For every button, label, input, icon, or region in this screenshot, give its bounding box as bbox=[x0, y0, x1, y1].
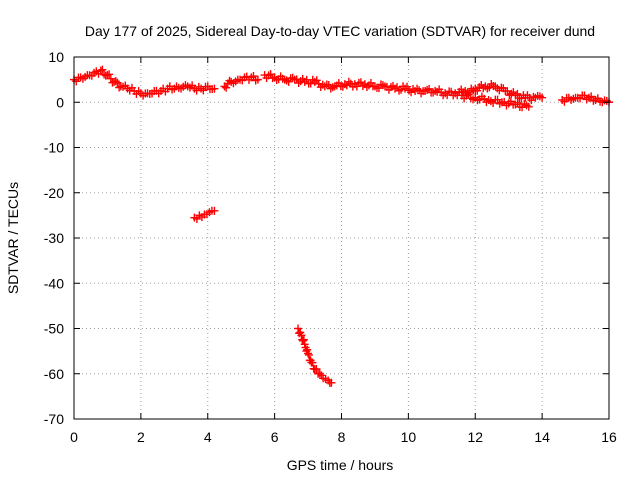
data-point-marker bbox=[312, 364, 321, 373]
series-segment bbox=[471, 80, 547, 105]
y-tick-label: -50 bbox=[44, 321, 64, 337]
series-segment bbox=[558, 91, 613, 107]
x-tick-label: 8 bbox=[338, 429, 346, 445]
data-point-marker bbox=[513, 89, 522, 98]
data-point-marker bbox=[115, 83, 124, 92]
x-tick-label: 0 bbox=[70, 429, 78, 445]
axis-ticks: 0 2 4 6 8 10 12 14 16 10 0 -10 -20 -30 -40 -50 -60 -70 bbox=[44, 49, 617, 445]
data-point-marker bbox=[304, 349, 313, 358]
data-point-marker bbox=[249, 72, 258, 81]
data-point-marker bbox=[253, 75, 262, 84]
x-tick-label: 10 bbox=[401, 429, 417, 445]
y-tick-label: -10 bbox=[44, 140, 64, 156]
data-point-marker bbox=[111, 77, 120, 86]
data-point-marker bbox=[503, 87, 512, 96]
data-point-marker bbox=[513, 98, 522, 107]
x-tick-label: 6 bbox=[271, 429, 279, 445]
y-tick-label: 10 bbox=[48, 49, 64, 65]
series-segment bbox=[70, 65, 219, 100]
x-tick-label: 12 bbox=[467, 429, 483, 445]
data-point-marker bbox=[538, 93, 547, 102]
data-point-marker bbox=[431, 86, 440, 95]
series-segment bbox=[220, 72, 262, 92]
data-point-marker bbox=[327, 378, 336, 387]
grid-lines bbox=[74, 57, 609, 419]
y-tick-label: -40 bbox=[44, 275, 64, 291]
y-tick-label: -20 bbox=[44, 185, 64, 201]
data-point-marker bbox=[299, 335, 308, 344]
data-point-marker bbox=[98, 65, 107, 74]
data-point-marker bbox=[105, 70, 114, 79]
x-tick-label: 16 bbox=[601, 429, 617, 445]
data-point-marker bbox=[299, 336, 308, 345]
data-point-marker bbox=[587, 92, 596, 101]
data-point-marker bbox=[308, 358, 317, 367]
data-point-marker bbox=[297, 331, 306, 340]
data-point-marker bbox=[342, 81, 351, 90]
chart-title: Day 177 of 2025, Sidereal Day-to-day VTE… bbox=[85, 23, 595, 39]
data-series bbox=[70, 65, 613, 387]
data-point-marker bbox=[310, 77, 319, 86]
series-segment bbox=[190, 206, 219, 223]
data-point-marker bbox=[210, 206, 219, 215]
data-point-marker bbox=[493, 95, 502, 104]
x-tick-label: 14 bbox=[534, 429, 550, 445]
y-tick-label: -30 bbox=[44, 230, 64, 246]
series-segment bbox=[457, 90, 533, 112]
data-point-marker bbox=[441, 89, 450, 98]
x-axis-label: GPS time / hours bbox=[287, 457, 394, 473]
x-tick-label: 4 bbox=[204, 429, 212, 445]
data-point-marker bbox=[303, 345, 312, 354]
series-segment bbox=[294, 324, 336, 387]
y-tick-label: -70 bbox=[44, 411, 64, 427]
data-point-marker bbox=[356, 78, 365, 87]
y-tick-label: -60 bbox=[44, 366, 64, 382]
data-point-marker bbox=[210, 84, 219, 93]
x-tick-label: 2 bbox=[137, 429, 145, 445]
y-axis-label: SDTVAR / TECUs bbox=[5, 182, 21, 294]
y-tick-label: 0 bbox=[56, 94, 64, 110]
data-point-marker bbox=[524, 102, 533, 111]
series-segment bbox=[260, 70, 480, 100]
data-point-marker bbox=[222, 83, 231, 92]
data-point-marker bbox=[266, 70, 275, 79]
data-point-marker bbox=[304, 350, 313, 359]
